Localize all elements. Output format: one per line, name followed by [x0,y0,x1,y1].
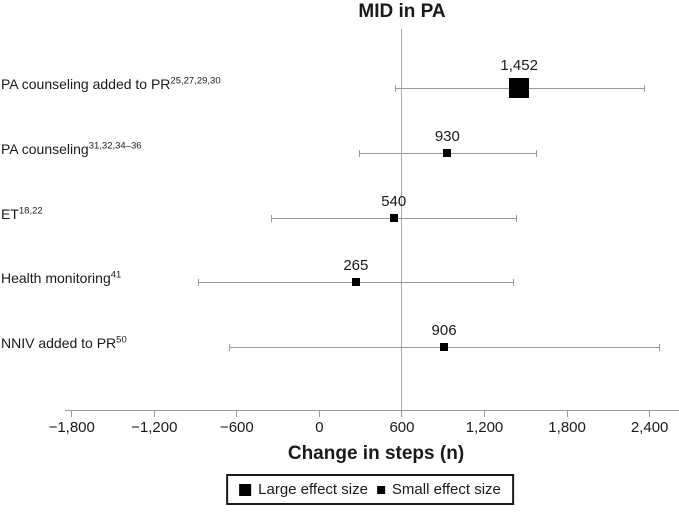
error-bar-cap-left [395,85,397,92]
row-label-refs: 41 [110,269,122,281]
value-label: 265 [343,257,369,275]
x-tick [649,410,651,417]
error-bar-cap-left [197,279,199,287]
value-label: 930 [434,127,460,145]
x-axis-label: Change in steps (n) [287,443,465,464]
error-bar-cap-right [658,344,660,351]
effect-marker-small [389,213,398,222]
large-square-icon [239,483,252,496]
legend-item: Small effect size [376,481,501,498]
x-tick [153,410,155,417]
chart-title: MID in PA [358,1,446,22]
value-label: 906 [431,322,457,339]
legend: Large effect size Small effect size [226,474,514,505]
x-axis-line [65,410,679,411]
row-label-refs: 18,22 [18,204,43,216]
x-tick [566,410,568,417]
error-bar-cap-right [516,214,518,222]
x-tick-label: 0 [315,419,324,436]
row-label-refs: 31,32,34–36 [88,140,142,152]
row-label-refs: 50 [116,334,127,346]
x-tick-label: −1,200 [131,419,178,436]
error-bar-cap-right [536,149,538,157]
x-tick-label: 1,200 [465,419,504,436]
legend-item-label: Small effect size [391,481,501,498]
error-bar-cap-left [228,344,230,351]
x-tick [401,410,403,417]
effect-marker-large [509,78,530,98]
x-tick-label: 600 [389,419,415,436]
value-label: 1,452 [500,57,538,74]
effect-marker-small [443,148,452,157]
x-tick-label: 1,800 [548,419,586,436]
row-label: Health monitoring41 [1,269,122,287]
x-tick [484,410,486,417]
reference-line [401,29,403,417]
error-bar-cap-left [270,214,272,222]
error-bar-cap-right [512,279,514,287]
legend-item: Large effect size [239,481,368,498]
row-label: NNIV added to PR50 [1,334,127,351]
row-label: PA counseling31,32,34–36 [1,140,142,157]
x-tick-label: 2,400 [630,419,669,436]
legend-item-label: Large effect size [258,481,368,498]
row-label-refs: 25,27,29,30 [170,75,221,87]
x-tick [236,410,238,417]
x-tick-label: −1,800 [48,419,95,436]
value-label: 540 [381,192,407,210]
x-tick-label: −600 [219,419,254,436]
effect-marker-small [351,278,360,287]
row-label: PA counseling added to PR25,27,29,30 [1,75,221,92]
small-square-icon [376,485,385,494]
row-label: ET18,22 [1,204,43,222]
x-tick [71,410,73,417]
effect-marker-small [440,343,449,351]
x-tick [318,410,320,417]
error-bar-cap-right [644,85,646,92]
error-bar-cap-left [359,149,361,157]
